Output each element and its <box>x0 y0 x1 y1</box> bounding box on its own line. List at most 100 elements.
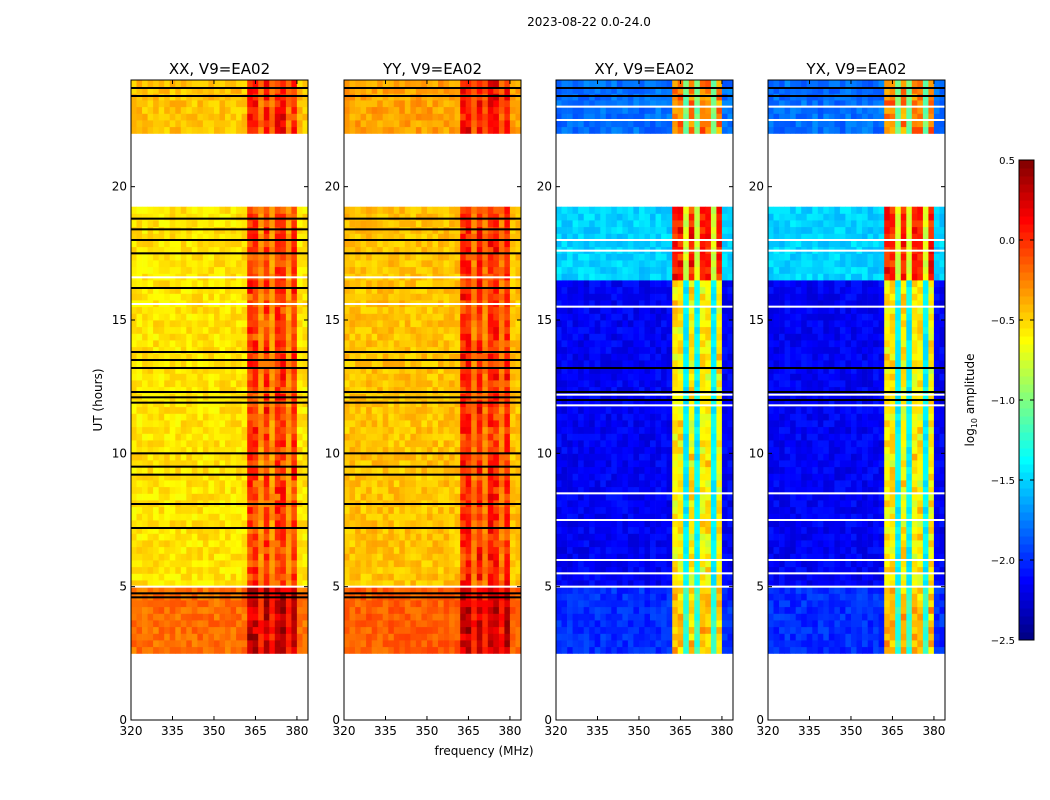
heatmap-cell <box>476 233 483 241</box>
heatmap-cell <box>296 360 303 368</box>
heatmap-cell <box>465 406 472 414</box>
heatmap-cell <box>285 306 292 314</box>
heatmap-cell <box>421 566 428 574</box>
heatmap-cell <box>382 646 389 654</box>
heatmap-cell <box>147 80 154 88</box>
heatmap-cell <box>366 100 372 108</box>
heatmap-cell <box>180 353 187 361</box>
heatmap-cell <box>263 246 270 254</box>
heatmap-cell <box>371 553 378 561</box>
heatmap-cell <box>142 373 148 381</box>
heatmap-cell <box>515 286 522 294</box>
heatmap-cell <box>393 566 400 574</box>
heatmap-cell <box>225 486 231 494</box>
heatmap-cell <box>296 386 303 394</box>
heatmap-cell <box>191 293 198 301</box>
heatmap-cell <box>219 333 226 341</box>
heatmap-cell <box>291 120 298 128</box>
heatmap-cell <box>393 113 400 121</box>
heatmap-cell <box>471 340 478 348</box>
heatmap <box>556 80 734 654</box>
heatmap-cell <box>142 380 148 388</box>
heatmap-cell <box>175 373 182 381</box>
heatmap-cell <box>509 533 516 541</box>
heatmap-cell <box>410 446 417 454</box>
heatmap-cell <box>291 626 298 634</box>
heatmap-cell <box>274 340 281 348</box>
heatmap-cell <box>415 553 422 561</box>
heatmap-cell <box>225 326 231 334</box>
heatmap-cell <box>454 80 461 88</box>
heatmap-cell <box>476 346 483 354</box>
heatmap-cell <box>241 100 248 108</box>
heatmap-cell <box>399 613 406 621</box>
heatmap-cell <box>427 473 433 481</box>
heatmap-cell <box>388 626 395 634</box>
heatmap-cell <box>269 606 276 614</box>
heatmap-cell <box>443 526 450 534</box>
heatmap-cell <box>493 440 500 448</box>
heatmap-cell <box>291 246 298 254</box>
heatmap-cell <box>482 566 489 574</box>
heatmap-cell <box>460 280 467 288</box>
heatmap-cell <box>136 360 143 368</box>
heatmap-cell <box>158 353 165 361</box>
heatmap-cell <box>377 606 384 614</box>
heatmap-cell <box>415 506 422 514</box>
heatmap-cell <box>269 380 276 388</box>
heatmap-cell <box>296 80 303 88</box>
heatmap-cell <box>421 586 428 594</box>
heatmap-cell <box>482 106 489 114</box>
heatmap-cell <box>388 640 395 648</box>
heatmap-cell <box>515 213 522 221</box>
heatmap-cell <box>147 486 154 494</box>
heatmap-cell <box>142 546 148 554</box>
heatmap-cell <box>291 360 298 368</box>
heatmap-cell <box>296 493 303 501</box>
heatmap-cell <box>274 533 281 541</box>
heatmap-cell <box>360 340 367 348</box>
heatmap-cell <box>208 426 215 434</box>
heatmap-cell <box>225 280 231 288</box>
heatmap-cell <box>371 333 378 341</box>
heatmap-cell <box>399 466 406 474</box>
heatmap-cell <box>360 320 367 328</box>
heatmap-cell <box>247 633 254 641</box>
heatmap-cell <box>382 620 389 628</box>
heatmap-cell <box>471 613 478 621</box>
heatmap-cell <box>404 260 411 268</box>
heatmap-cell <box>476 566 483 574</box>
heatmap-cell <box>180 540 187 548</box>
heatmap-cell <box>191 546 198 554</box>
heatmap-cell <box>197 406 204 414</box>
heatmap-cell <box>449 546 455 554</box>
heatmap-cell <box>175 526 182 534</box>
heatmap-cell <box>509 640 516 648</box>
heatmap-cell <box>202 506 209 514</box>
heatmap-cell <box>269 626 276 634</box>
heatmap-cell <box>219 340 226 348</box>
heatmap-cell <box>421 486 428 494</box>
heatmap-cell <box>219 280 226 288</box>
heatmap-cell <box>164 373 171 381</box>
heatmap-cell <box>504 260 511 268</box>
heatmap-cell <box>355 420 361 428</box>
heatmap-cell <box>214 286 220 294</box>
heatmap-cell <box>504 86 511 94</box>
heatmap-cell <box>142 266 148 274</box>
heatmap-cell <box>180 446 187 454</box>
heatmap-cell <box>493 613 500 621</box>
heatmap-cell <box>404 466 411 474</box>
heatmap-cell <box>291 613 298 621</box>
heatmap-cell <box>197 460 204 468</box>
heatmap-cell <box>269 640 276 648</box>
heatmap-cell <box>404 366 411 374</box>
heatmap-cell <box>382 313 389 321</box>
heatmap-cell <box>460 213 467 221</box>
heatmap-cell <box>241 640 248 648</box>
heatmap-cell <box>280 126 287 134</box>
heatmap-cell <box>219 540 226 548</box>
heatmap-cell <box>164 233 171 241</box>
heatmap-cell <box>258 460 265 468</box>
heatmap-cell <box>180 406 187 414</box>
